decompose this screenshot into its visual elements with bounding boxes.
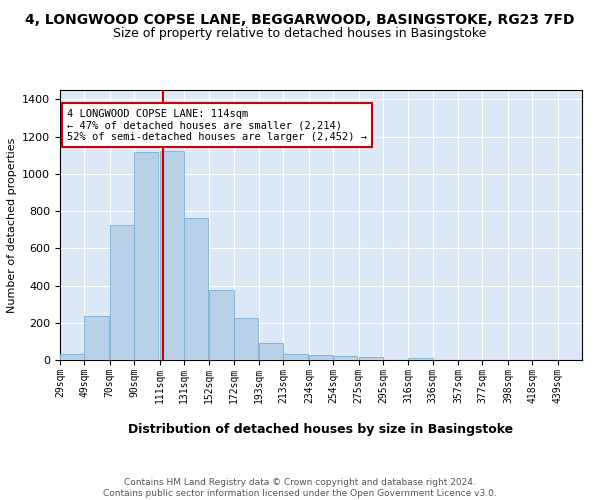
Bar	[333, 356, 358, 360]
Bar	[259, 343, 283, 360]
Bar	[160, 152, 184, 360]
Text: 4, LONGWOOD COPSE LANE, BEGGARWOOD, BASINGSTOKE, RG23 7FD: 4, LONGWOOD COPSE LANE, BEGGARWOOD, BASI…	[25, 12, 575, 26]
Text: Size of property relative to detached houses in Basingstoke: Size of property relative to detached ho…	[113, 28, 487, 40]
Bar	[283, 354, 308, 360]
Bar	[409, 358, 433, 360]
Bar	[134, 152, 158, 360]
Bar	[184, 218, 208, 360]
Bar	[110, 225, 134, 360]
Bar	[233, 318, 258, 360]
Bar	[60, 354, 84, 360]
Bar	[359, 357, 383, 360]
Bar	[209, 290, 233, 360]
Text: Distribution of detached houses by size in Basingstoke: Distribution of detached houses by size …	[128, 422, 514, 436]
Text: 4 LONGWOOD COPSE LANE: 114sqm
← 47% of detached houses are smaller (2,214)
52% o: 4 LONGWOOD COPSE LANE: 114sqm ← 47% of d…	[67, 108, 367, 142]
Y-axis label: Number of detached properties: Number of detached properties	[7, 138, 17, 312]
Text: Contains HM Land Registry data © Crown copyright and database right 2024.
Contai: Contains HM Land Registry data © Crown c…	[103, 478, 497, 498]
Bar	[84, 316, 109, 360]
Bar	[309, 356, 333, 360]
